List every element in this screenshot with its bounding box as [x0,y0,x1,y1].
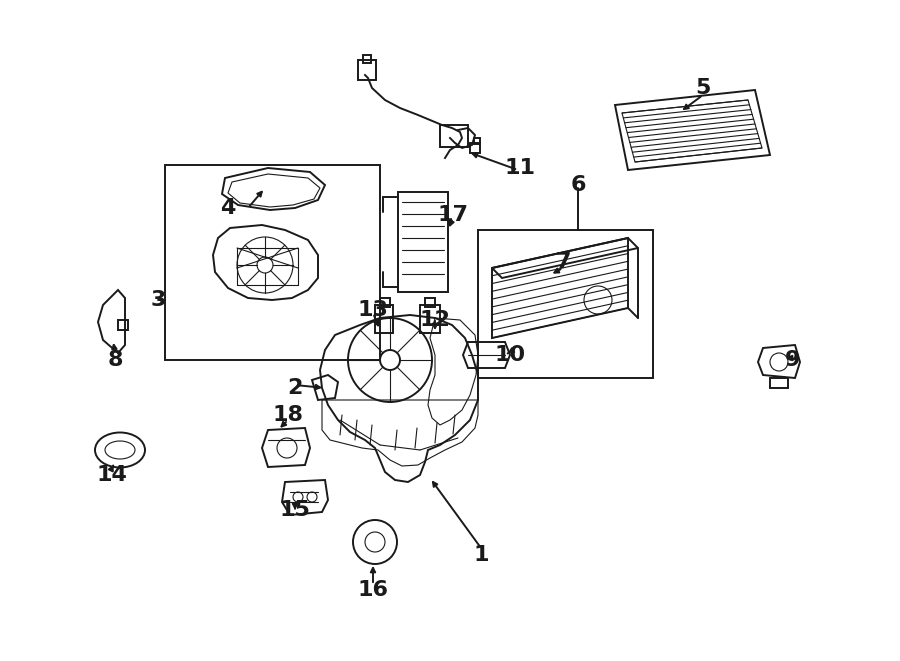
Text: 17: 17 [437,205,469,225]
Bar [474,138,480,144]
Text: 10: 10 [494,345,526,365]
Text: 15: 15 [280,500,310,520]
Bar [420,305,440,333]
Text: 16: 16 [357,580,389,600]
Text: 13: 13 [357,300,389,320]
Text: 7: 7 [555,252,571,272]
Bar [358,60,376,80]
Text: 11: 11 [505,158,536,178]
Bar [770,378,788,388]
Text: 6: 6 [571,175,586,195]
Text: 8: 8 [107,350,122,370]
Text: 12: 12 [419,310,450,330]
Bar [478,230,653,378]
Text: 3: 3 [150,290,166,310]
Bar [398,192,448,292]
Text: 4: 4 [220,198,236,218]
Bar [375,305,393,333]
Text: 2: 2 [287,378,302,398]
Bar [380,298,390,307]
Bar [118,320,128,330]
Text: 18: 18 [273,405,303,425]
Bar [165,165,380,360]
Bar [363,55,371,63]
Text: 5: 5 [696,78,711,98]
Text: 9: 9 [786,350,801,370]
Bar [425,298,435,307]
Text: 14: 14 [96,465,128,485]
Text: 1: 1 [473,545,489,565]
Bar [440,125,468,147]
Bar [470,143,480,153]
